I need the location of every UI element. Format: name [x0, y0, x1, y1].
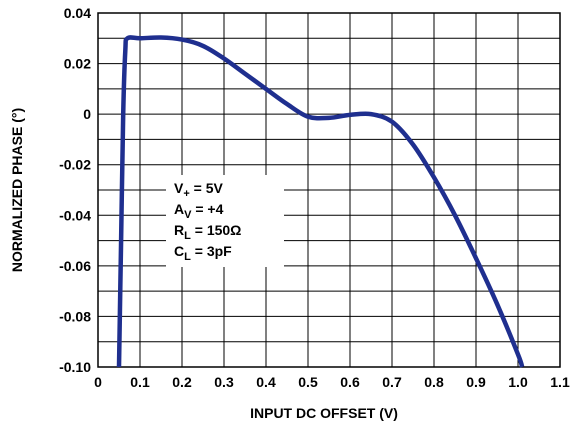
x-tick-label: 1.0	[508, 374, 528, 390]
y-tick-label: 0.04	[64, 5, 91, 21]
y-axis-ticks: 0.04 0.02 0 -0.02 -0.04 -0.06 -0.08 -0.10	[59, 5, 91, 375]
x-tick-label: 1.1	[550, 374, 570, 390]
series-group	[116, 35, 525, 368]
plot-border	[97, 12, 561, 368]
y-tick-label: 0	[83, 106, 91, 122]
x-tick-label: 0	[94, 374, 102, 390]
y-axis-label: NORMALIZED PHASE (°)	[9, 108, 25, 272]
annotation-line: RL = 150Ω	[174, 222, 241, 242]
y-tick-label: -0.02	[59, 157, 91, 173]
y-tick-label: -0.06	[59, 258, 91, 274]
annotation-line: AV = +4	[174, 201, 224, 221]
annotation-box	[166, 175, 284, 267]
phase-curve	[116, 35, 525, 368]
x-tick-label: 0.3	[214, 374, 234, 390]
x-axis-ticks: 0 0.1 0.2 0.3 0.4 0.5 0.6 0.7 0.8 0.9 1.0 1.1	[94, 374, 570, 390]
annotation-line: CL = 3pF	[174, 243, 232, 263]
x-tick-label: 0.2	[172, 374, 192, 390]
x-tick-label: 0.5	[298, 374, 318, 390]
y-tick-label: -0.08	[59, 308, 91, 324]
x-tick-label: 0.7	[382, 374, 402, 390]
y-tick-label: 0.02	[64, 56, 91, 72]
x-tick-label: 0.9	[466, 374, 486, 390]
x-tick-label: 0.6	[340, 374, 360, 390]
x-tick-label: 0.8	[424, 374, 444, 390]
y-tick-label: -0.10	[59, 359, 91, 375]
plot-frame	[97, 12, 561, 368]
x-tick-label: 0.4	[256, 374, 276, 390]
annotation-line: V+ = 5V	[174, 180, 224, 200]
x-tick-label: 0.1	[130, 374, 150, 390]
y-tick-label: -0.04	[59, 207, 91, 223]
x-axis-label: INPUT DC OFFSET (V)	[250, 405, 398, 421]
